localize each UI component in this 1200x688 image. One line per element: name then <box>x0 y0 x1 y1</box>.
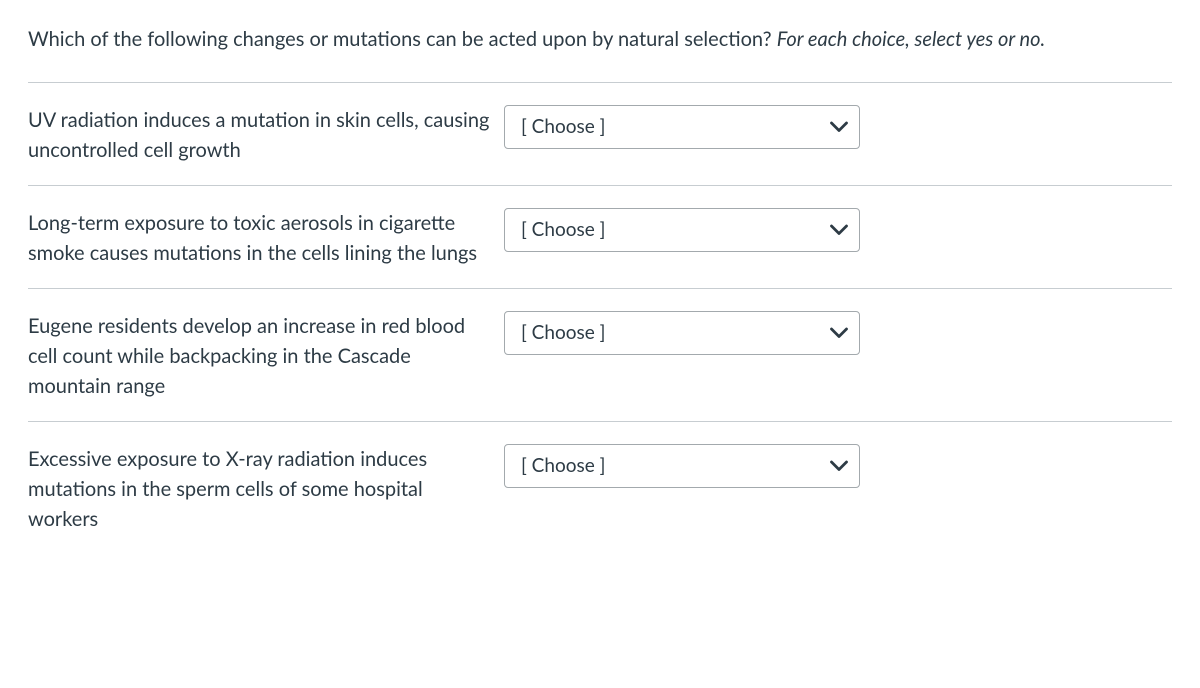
select-box[interactable]: [ Choose ] <box>504 444 860 488</box>
select-box[interactable]: [ Choose ] <box>504 311 860 355</box>
choice-label: Excessive exposure to X-ray radiation in… <box>28 444 490 534</box>
choice-row: UV radiation induces a mutation in skin … <box>28 83 1172 185</box>
question-stem: Which of the following changes or mutati… <box>28 24 1172 54</box>
choice-label: Eugene residents develop an increase in … <box>28 311 490 401</box>
select-value: [ Choose ] <box>521 319 605 348</box>
choice-row: Eugene residents develop an increase in … <box>28 289 1172 421</box>
choice-select[interactable]: [ Choose ] <box>504 311 860 355</box>
choice-select[interactable]: [ Choose ] <box>504 208 860 252</box>
select-value: [ Choose ] <box>521 113 605 142</box>
select-value: [ Choose ] <box>521 216 605 245</box>
question-instruction: For each choice, select yes or no. <box>777 27 1045 51</box>
choice-label: UV radiation induces a mutation in skin … <box>28 105 490 165</box>
choice-select[interactable]: [ Choose ] <box>504 444 860 488</box>
choice-row: Long-term exposure to toxic aerosols in … <box>28 186 1172 288</box>
choice-label: Long-term exposure to toxic aerosols in … <box>28 208 490 268</box>
question-text: Which of the following changes or mutati… <box>28 27 777 51</box>
select-box[interactable]: [ Choose ] <box>504 105 860 149</box>
choice-row: Excessive exposure to X-ray radiation in… <box>28 422 1172 554</box>
select-box[interactable]: [ Choose ] <box>504 208 860 252</box>
select-value: [ Choose ] <box>521 452 605 481</box>
choice-select[interactable]: [ Choose ] <box>504 105 860 149</box>
